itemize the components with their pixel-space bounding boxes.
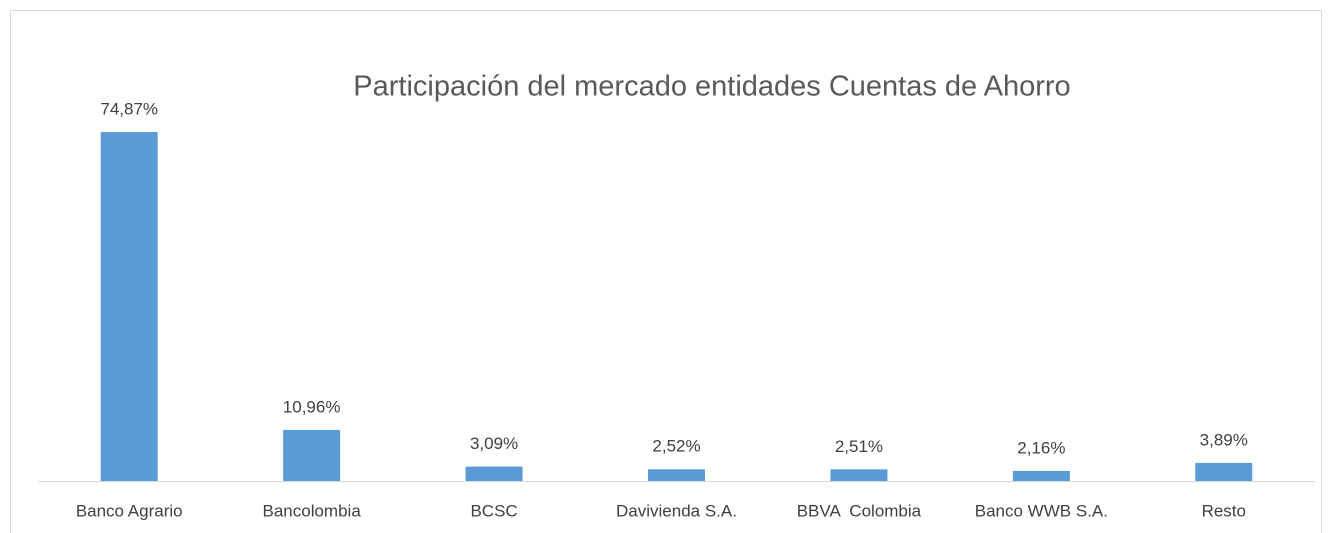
- x-tick-label: Resto: [1202, 501, 1246, 520]
- value-label: 10,96%: [283, 397, 341, 416]
- chart-border: [10, 10, 1322, 533]
- bar: [100, 132, 158, 481]
- bar: [465, 466, 523, 481]
- value-label: 2,52%: [652, 437, 700, 456]
- value-label: 2,16%: [1017, 438, 1065, 457]
- bar: [1195, 462, 1253, 481]
- value-label: 3,89%: [1200, 430, 1248, 449]
- value-label: 3,09%: [470, 434, 518, 453]
- value-label: 74,87%: [100, 99, 158, 118]
- x-tick-label: Banco WWB S.A.: [975, 501, 1108, 520]
- x-tick-label: BBVA Colombia: [797, 501, 922, 520]
- x-tick-label: Davivienda S.A.: [616, 501, 737, 520]
- bar: [1012, 470, 1070, 481]
- value-label: 2,51%: [835, 437, 883, 456]
- x-tick-label: Banco Agrario: [76, 501, 183, 520]
- bar: [830, 469, 888, 481]
- chart-title: Participación del mercado entidades Cuen…: [353, 71, 1070, 103]
- x-tick-label: Bancolombia: [263, 501, 362, 520]
- bar: [648, 469, 705, 481]
- bar: [283, 429, 341, 481]
- x-tick-label: BCSC: [470, 501, 517, 520]
